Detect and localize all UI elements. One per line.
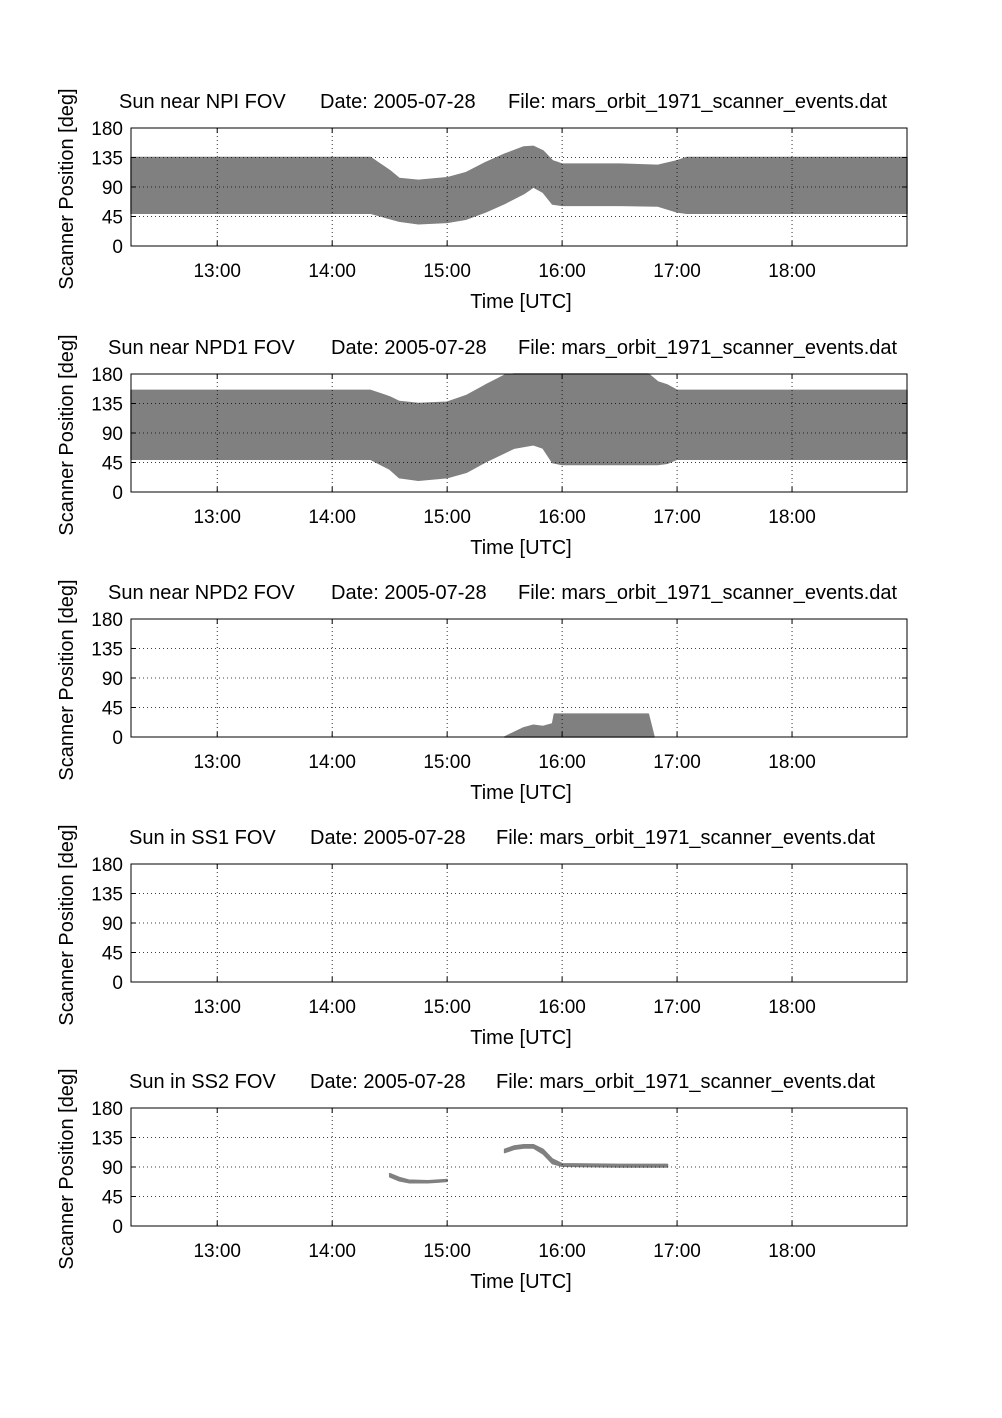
chart-file-label: File: mars_orbit_1971_scanner_events.dat [518, 337, 898, 359]
x-tick-label: 14:00 [308, 1241, 356, 1262]
y-tick-label: 0 [112, 728, 123, 749]
x-tick-label: 14:00 [308, 752, 356, 773]
chart-file-label: File: mars_orbit_1971_scanner_events.dat [496, 827, 876, 849]
chart-date-label: Date: 2005-07-28 [310, 1071, 466, 1093]
x-tick-label: 18:00 [768, 507, 816, 528]
x-axis-label: Time [UTC] [470, 782, 571, 804]
y-tick-label: 45 [102, 1188, 123, 1209]
x-tick-label: 18:00 [768, 261, 816, 282]
scanner-band-1 [388, 1172, 448, 1184]
x-tick-label: 17:00 [653, 261, 701, 282]
x-tick-label: 14:00 [308, 997, 356, 1018]
y-axis-label: Scanner Position [deg] [56, 824, 78, 1025]
chart-file-label: File: mars_orbit_1971_scanner_events.dat [518, 582, 898, 604]
y-tick-label: 180 [91, 855, 123, 876]
y-tick-label: 0 [112, 1217, 123, 1238]
subplot-2: 13:00 14:00 15:00 16:00 17:00 18:00 0 45 90 135 18… [56, 334, 908, 559]
y-tick-label: 90 [102, 669, 123, 690]
y-tick-label: 0 [112, 483, 123, 504]
y-tick-label: 135 [91, 395, 123, 416]
x-tick-label: 17:00 [653, 997, 701, 1018]
x-tick-label: 13:00 [193, 997, 241, 1018]
y-tick-label: 180 [91, 119, 123, 140]
x-axis-label: Time [UTC] [470, 1271, 571, 1293]
y-tick-label: 135 [91, 640, 123, 661]
x-tick-label: 15:00 [423, 261, 471, 282]
x-tick-label: 15:00 [423, 507, 471, 528]
x-tick-label: 18:00 [768, 1241, 816, 1262]
x-tick-label: 14:00 [308, 507, 356, 528]
x-tick-label: 17:00 [653, 1241, 701, 1262]
y-tick-label: 45 [102, 944, 123, 965]
x-axis-label: Time [UTC] [470, 1027, 571, 1049]
chart-title: Sun near NPI FOV [119, 91, 286, 113]
chart-file-label: File: mars_orbit_1971_scanner_events.dat [496, 1071, 876, 1093]
y-tick-label: 180 [91, 365, 123, 386]
x-tick-label: 14:00 [308, 261, 356, 282]
y-tick-label: 180 [91, 610, 123, 631]
y-tick-label: 45 [102, 208, 123, 229]
x-axis-label: Time [UTC] [470, 291, 571, 313]
subplot-3: 13:00 14:00 15:00 16:00 17:00 18:00 0 45 90 135 18… [56, 579, 908, 804]
y-tick-label: 135 [91, 149, 123, 170]
chart-file-label: File: mars_orbit_1971_scanner_events.dat [508, 91, 888, 113]
x-tick-label: 15:00 [423, 1241, 471, 1262]
x-tick-label: 15:00 [423, 752, 471, 773]
chart-title: Sun near NPD1 FOV [108, 337, 295, 359]
chart-date-label: Date: 2005-07-28 [331, 582, 487, 604]
x-tick-label: 18:00 [768, 752, 816, 773]
x-tick-label: 17:00 [653, 507, 701, 528]
x-tick-label: 16:00 [538, 752, 586, 773]
y-axis-label: Scanner Position [deg] [56, 1068, 78, 1269]
y-tick-label: 90 [102, 178, 123, 199]
chart-title: Sun in SS1 FOV [129, 827, 276, 849]
x-axis-label: Time [UTC] [470, 537, 571, 559]
x-tick-label: 13:00 [193, 507, 241, 528]
chart-date-label: Date: 2005-07-28 [320, 91, 476, 113]
x-tick-label: 16:00 [538, 997, 586, 1018]
subplot-5: 13:00 14:00 15:00 16:00 17:00 18:00 0 45 90 135 18… [56, 1068, 908, 1293]
subplot-4: 13:00 14:00 15:00 16:00 17:00 18:00 0 45 90 135 18… [56, 824, 908, 1049]
x-tick-label: 13:00 [193, 752, 241, 773]
x-tick-label: 16:00 [538, 507, 586, 528]
y-axis-label: Scanner Position [deg] [56, 88, 78, 289]
x-tick-label: 15:00 [423, 997, 471, 1018]
y-tick-label: 180 [91, 1099, 123, 1120]
y-tick-label: 135 [91, 1129, 123, 1150]
chart-date-label: Date: 2005-07-28 [310, 827, 466, 849]
chart-title: Sun near NPD2 FOV [108, 582, 295, 604]
x-tick-label: 13:00 [193, 261, 241, 282]
chart-title: Sun in SS2 FOV [129, 1071, 276, 1093]
y-axis-label: Scanner Position [deg] [56, 334, 78, 535]
y-axis-label: Scanner Position [deg] [56, 579, 78, 780]
y-tick-label: 135 [91, 885, 123, 906]
y-tick-label: 45 [102, 699, 123, 720]
subplot-1: 13:00 14:00 15:00 16:00 17:00 18:00 0 45 90 135 18… [56, 88, 908, 313]
y-tick-label: 0 [112, 973, 123, 994]
x-tick-label: 17:00 [653, 752, 701, 773]
y-tick-label: 45 [102, 454, 123, 475]
x-tick-label: 16:00 [538, 261, 586, 282]
y-tick-label: 90 [102, 424, 123, 445]
chart-date-label: Date: 2005-07-28 [331, 337, 487, 359]
y-tick-label: 90 [102, 1158, 123, 1179]
x-tick-label: 13:00 [193, 1241, 241, 1262]
x-tick-label: 18:00 [768, 997, 816, 1018]
y-tick-label: 0 [112, 237, 123, 258]
y-tick-label: 90 [102, 914, 123, 935]
x-tick-label: 16:00 [538, 1241, 586, 1262]
